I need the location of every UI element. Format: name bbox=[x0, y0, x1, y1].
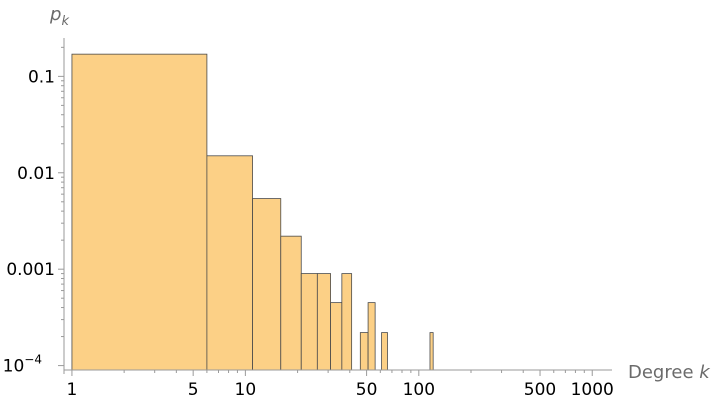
histogram-bar-9 bbox=[359, 332, 369, 371]
histogram-bar-1 bbox=[71, 53, 208, 371]
histogram-bar-5 bbox=[300, 273, 318, 371]
y-tick-label: 0.01 bbox=[17, 164, 55, 184]
histogram-bars bbox=[71, 53, 434, 371]
histogram-bar-8 bbox=[341, 273, 353, 371]
x-axis-label: Degree k bbox=[628, 362, 711, 383]
axes bbox=[63, 38, 612, 374]
ticks: 1 5 10 50 100 500 1000 0.1 0.01 0.001 10−4 bbox=[3, 46, 614, 400]
histogram-bar-6 bbox=[316, 273, 331, 371]
x-tick-label: 1000 bbox=[571, 380, 614, 400]
histogram-bar-7 bbox=[330, 302, 343, 371]
y-axis-label: pk bbox=[49, 4, 69, 29]
histogram-bar-10 bbox=[367, 302, 376, 371]
histogram-bar-4 bbox=[280, 235, 302, 371]
x-tick-label: 10 bbox=[235, 380, 257, 400]
histogram-bar-2 bbox=[206, 155, 253, 371]
y-tick-label: 0.1 bbox=[28, 67, 55, 87]
x-tick-label: 1 bbox=[67, 380, 78, 400]
x-tick-label: 50 bbox=[356, 380, 378, 400]
x-tick-label: 500 bbox=[524, 380, 556, 400]
histogram-bar-3 bbox=[252, 198, 282, 371]
y-tick-label: 10−4 bbox=[3, 353, 42, 377]
histogram-bar-11 bbox=[381, 332, 388, 371]
x-tick-label: 100 bbox=[403, 380, 435, 400]
x-tick-label: 5 bbox=[188, 380, 199, 400]
y-tick-label: 0.001 bbox=[6, 260, 55, 280]
histogram-bar-12 bbox=[429, 332, 434, 371]
